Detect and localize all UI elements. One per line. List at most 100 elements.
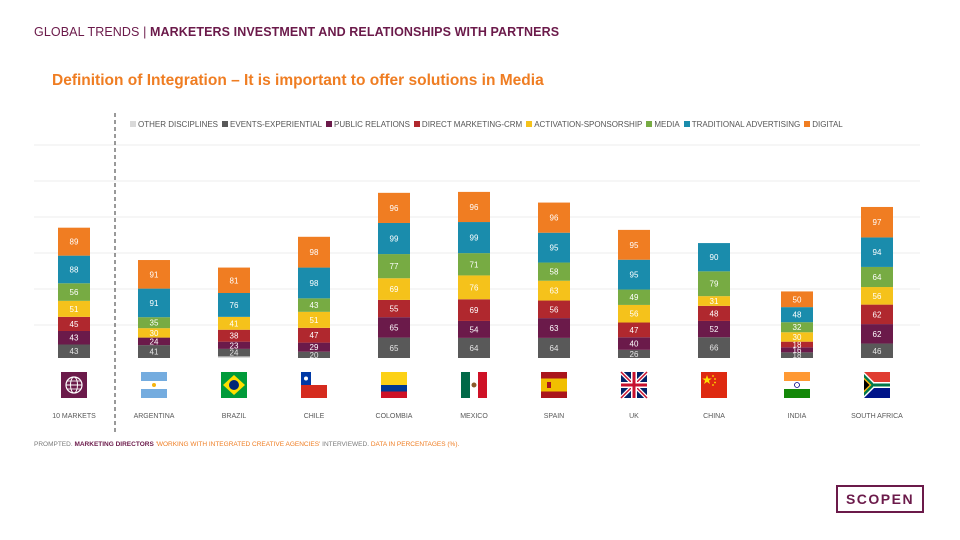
bar-segment-events-experiential (218, 348, 250, 357)
bar-segment-activation-sponsorship (218, 316, 250, 330)
mexico-flag-icon (461, 372, 487, 398)
bar-segment-events-experiential (861, 343, 893, 358)
bar-segment-events-experiential (618, 349, 650, 358)
category-label: CHILE (304, 413, 325, 420)
china-flag-icon (701, 372, 727, 398)
data-label: 24 (230, 349, 239, 358)
data-label: 23 (230, 341, 239, 350)
category-label: CHINA (703, 413, 725, 420)
bar-segment-digital (861, 206, 893, 238)
category-label: UK (629, 413, 639, 420)
data-label: 45 (70, 320, 79, 329)
bar-segment-direct-marketing-crm (378, 299, 410, 318)
category-label: COLOMBIA (376, 413, 413, 420)
chart-subtitle: Definition of Integration – It is import… (52, 72, 544, 89)
bar-segment-activation-sponsorship (698, 296, 730, 306)
data-label: 48 (710, 309, 719, 318)
bar-segment-events-experiential (58, 344, 90, 358)
data-label: 41 (150, 348, 159, 357)
data-label: 91 (150, 270, 159, 279)
bar-segment-activation-sponsorship (58, 300, 90, 317)
data-label: 95 (630, 271, 639, 280)
data-label: 90 (710, 253, 719, 262)
data-label: 52 (710, 325, 719, 334)
bar-segment-events-experiential (378, 337, 410, 358)
bar-segment-media (618, 289, 650, 305)
data-label: 95 (550, 244, 559, 253)
data-label: 95 (630, 241, 639, 250)
data-label: 29 (310, 343, 319, 352)
data-label: 62 (873, 330, 882, 339)
legend-label: OTHER DISCIPLINES (138, 120, 219, 129)
bar-segment-public-relations (298, 342, 330, 352)
data-label: 66 (710, 344, 719, 353)
data-label: 51 (310, 316, 319, 325)
footnote-part1: PROMPTED. (34, 441, 75, 448)
bar-segment-activation-sponsorship (861, 287, 893, 305)
chile-flag-icon (301, 372, 327, 398)
data-label: 56 (873, 292, 882, 301)
scopen-logo: SCOPEN (836, 485, 924, 513)
data-label: 26 (630, 350, 639, 359)
bar-segment-traditional-advertising (538, 232, 570, 263)
data-label: 30 (150, 329, 159, 338)
data-label: 91 (150, 299, 159, 308)
bar-segment-public-relations (538, 318, 570, 338)
data-label: 76 (230, 301, 239, 310)
legend-swatch (222, 121, 229, 127)
data-label: 16 (793, 346, 802, 355)
legend-item-public-relations: PUBLIC RELATIONS (326, 120, 410, 129)
bar-segment-direct-marketing-crm (781, 341, 813, 348)
footnote-part3: 'WORKING WITH INTEGRATED CREATIVE AGENCI… (155, 441, 321, 448)
bar-segment-public-relations (138, 337, 170, 346)
data-label: 55 (390, 305, 399, 314)
data-label: 40 (630, 340, 639, 349)
category-label: MEXICO (460, 413, 488, 420)
bar-segment-direct-marketing-crm (698, 305, 730, 321)
data-label: 71 (470, 260, 479, 269)
bar-segment-activation-sponsorship (378, 278, 410, 300)
data-label: 43 (310, 301, 319, 310)
data-label: 49 (630, 293, 639, 302)
data-label: 77 (390, 262, 399, 271)
bar-segment-activation-sponsorship (538, 280, 570, 301)
bar-segment-traditional-advertising (618, 259, 650, 290)
data-label: 54 (470, 325, 479, 334)
data-label: 48 (793, 311, 802, 320)
category-label: SOUTH AFRICA (851, 413, 903, 420)
bar-segment-media (781, 322, 813, 333)
globe-icon (61, 372, 87, 398)
data-label: 43 (70, 334, 79, 343)
legend-label: MEDIA (654, 120, 680, 129)
bar-segment-events-experiential (138, 345, 170, 358)
legend-label: DIGITAL (812, 120, 843, 129)
bar-segment-digital (458, 191, 490, 223)
data-label: 32 (793, 323, 802, 332)
legend-swatch (804, 121, 811, 127)
data-label: 56 (550, 305, 559, 314)
bar-segment-events-experiential (781, 352, 813, 358)
category-label: SPAIN (544, 413, 565, 420)
bar-segment-traditional-advertising (698, 243, 730, 272)
legend-item-activation-sponsorship: ACTIVATION-SPONSORSHIP (526, 120, 642, 129)
category-label: BRAZIL (222, 413, 247, 420)
legend-label: DIRECT MARKETING-CRM (421, 120, 523, 129)
bar-segment-public-relations (698, 320, 730, 338)
legend-label: TRADITIONAL ADVERTISING (691, 120, 801, 129)
data-label: 97 (873, 218, 882, 227)
bar-segment-digital (58, 227, 90, 256)
bar-segment-digital (298, 236, 330, 268)
bar-segment-activation-sponsorship (298, 311, 330, 328)
bar-segment-traditional-advertising (458, 222, 490, 254)
bar-segment-traditional-advertising (861, 237, 893, 267)
data-label: 56 (630, 310, 639, 319)
legend-item-traditional-advertising: TRADITIONAL ADVERTISING (683, 120, 801, 129)
bar-segment-traditional-advertising (218, 293, 250, 317)
data-label: 47 (630, 326, 639, 335)
bar-segment-direct-marketing-crm (458, 299, 490, 321)
data-label: 98 (310, 279, 319, 288)
data-label: 76 (470, 283, 479, 292)
data-label: 69 (390, 285, 399, 294)
legend-label: EVENTS-EXPERIENTIAL (230, 120, 323, 129)
bar-segment-traditional-advertising (58, 255, 90, 284)
